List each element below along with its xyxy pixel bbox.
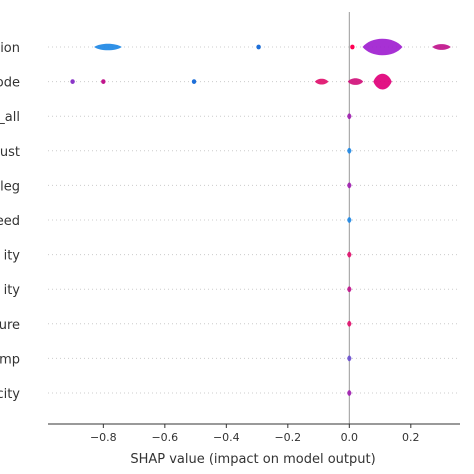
- violin-shape: [347, 320, 352, 327]
- x-tick-label: −0.2: [274, 431, 301, 444]
- violin-shape: [362, 38, 403, 56]
- outlier-point: [191, 79, 197, 84]
- violin-shape: [347, 355, 352, 362]
- violin-shape: [347, 147, 352, 154]
- feature-label: ion: [0, 41, 20, 56]
- violin-shape: [432, 44, 451, 50]
- x-axis: −0.8 −0.6 −0.4 −0.2 0.0 0.2: [48, 423, 460, 444]
- violin-shape: [347, 286, 352, 293]
- violin-shape: [314, 78, 329, 85]
- outlier-point: [101, 79, 106, 84]
- x-tick-label: 0.0: [341, 431, 359, 444]
- feature-label: city: [0, 387, 20, 402]
- violin-shape: [347, 182, 352, 189]
- x-axis-title: SHAP value (impact on model output): [130, 452, 375, 467]
- outlier-point: [350, 44, 355, 50]
- x-tick-label: −0.8: [90, 431, 117, 444]
- x-tick-label: −0.4: [213, 431, 240, 444]
- violin-shape: [94, 43, 122, 51]
- x-tick-label: −0.6: [151, 431, 178, 444]
- row-gridlines: [48, 46, 460, 394]
- violin-marks: [70, 38, 451, 396]
- violin-shape: [347, 390, 352, 396]
- feature-label: ode: [0, 76, 20, 91]
- feature-label: ity: [4, 283, 21, 298]
- feature-label: _all: [0, 110, 20, 125]
- feature-label: mp: [0, 352, 20, 367]
- violin-shape: [373, 73, 392, 90]
- feature-label: leg: [0, 179, 20, 194]
- outlier-point: [256, 44, 261, 50]
- feature-label: ure: [0, 318, 20, 333]
- outlier-point: [70, 79, 75, 84]
- feature-label: ity: [4, 249, 21, 264]
- violin-shape: [347, 113, 352, 120]
- violin-shape: [347, 78, 364, 85]
- violin-shape: [347, 251, 352, 258]
- x-tick-label: 0.2: [402, 431, 420, 444]
- feature-label: eed: [0, 214, 20, 229]
- feature-label: ust: [0, 145, 20, 160]
- violin-shape: [347, 217, 352, 223]
